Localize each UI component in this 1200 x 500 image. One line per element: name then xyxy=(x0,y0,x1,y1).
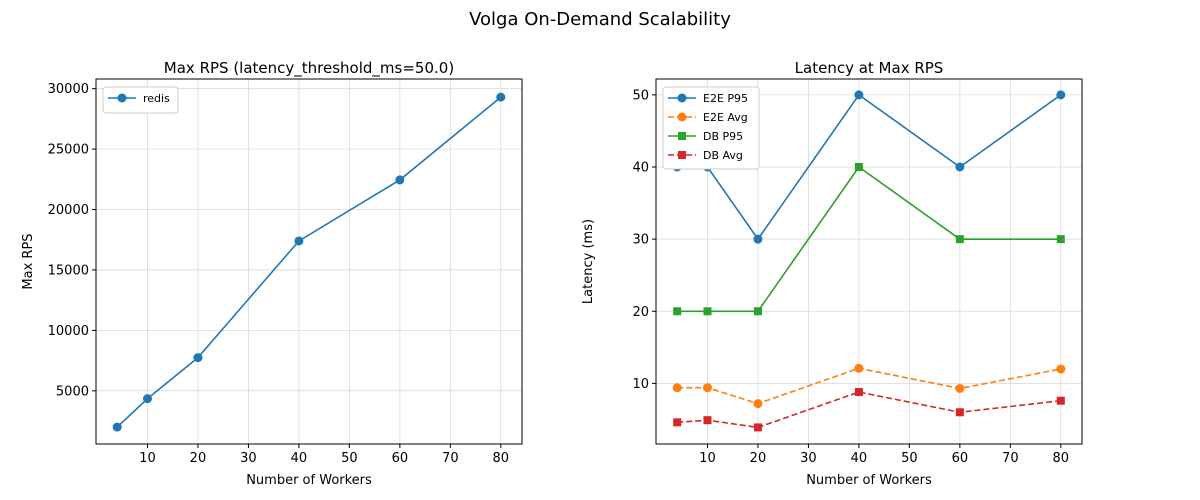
y-axis-title: Latency (ms) xyxy=(581,219,596,304)
legend-marker xyxy=(678,151,686,159)
legend-box xyxy=(102,86,179,114)
x-tick-label: 50 xyxy=(341,451,358,466)
x-tick-label: 20 xyxy=(750,451,767,466)
series-db-avg xyxy=(673,388,1065,432)
data-point xyxy=(193,353,203,363)
x-tick-label: 30 xyxy=(800,451,817,466)
y-tick-label: 10 xyxy=(632,377,649,392)
chart-latency: 10 20 30 40 50 60 70 80 10 20 30 40 50 Latency at Max… xyxy=(581,59,1083,488)
data-point xyxy=(854,388,863,397)
data-point xyxy=(496,92,506,102)
data-point xyxy=(294,236,304,246)
data-point xyxy=(753,234,763,244)
y-tick-label: 15000 xyxy=(48,263,89,278)
x-tick-label: 10 xyxy=(139,451,156,466)
plot-area-frame xyxy=(655,78,1083,445)
x-tick-label: 70 xyxy=(442,451,459,466)
legend-marker xyxy=(677,112,687,122)
x-tick-label: 10 xyxy=(699,451,716,466)
y-tick-label: 10000 xyxy=(48,324,89,339)
legend-label: E2E Avg xyxy=(703,111,748,124)
legend-label: DB P95 xyxy=(703,130,743,143)
data-point xyxy=(753,423,762,432)
y-tick-label: 40 xyxy=(632,161,649,176)
legend-label: DB Avg xyxy=(703,149,743,162)
data-point xyxy=(1056,90,1066,100)
y-axis-title: Max RPS xyxy=(21,233,36,289)
data-point xyxy=(702,383,712,393)
series-line xyxy=(677,367,1061,405)
x-axis-ticks: 10 20 30 40 50 60 70 80 xyxy=(699,444,1069,466)
legend-marker xyxy=(677,93,687,103)
data-point xyxy=(854,163,863,172)
data-point xyxy=(955,408,964,417)
legend: E2E P95 E2E Avg DB P95 DB Avg xyxy=(662,86,760,170)
x-tick-label: 60 xyxy=(952,451,969,466)
data-point xyxy=(955,383,965,393)
data-point xyxy=(753,399,763,409)
series-db-p95 xyxy=(673,163,1065,316)
data-point xyxy=(1056,235,1065,244)
data-point xyxy=(753,307,762,316)
data-point xyxy=(854,363,864,373)
x-tick-label: 20 xyxy=(190,451,207,466)
chart-title: Latency at Max RPS xyxy=(795,59,944,77)
data-point xyxy=(672,383,682,393)
legend-box xyxy=(662,86,760,170)
series-e2e-avg xyxy=(672,363,1066,409)
data-point xyxy=(955,162,965,172)
x-tick-label: 60 xyxy=(392,451,409,466)
x-tick-label: 70 xyxy=(1002,451,1019,466)
y-tick-label: 25000 xyxy=(48,143,89,158)
data-point xyxy=(395,175,405,185)
y-tick-label: 30000 xyxy=(48,82,89,97)
chart-title: Max RPS (latency_threshold_ms=50.0) xyxy=(164,59,454,78)
x-tick-label: 80 xyxy=(493,451,510,466)
y-axis-ticks: 5000 10000 15000 20000 25000 30000 xyxy=(48,82,96,399)
data-point xyxy=(142,394,152,404)
series-line xyxy=(677,391,1061,429)
x-axis-title: Number of Workers xyxy=(806,473,932,488)
data-point xyxy=(854,90,864,100)
data-point xyxy=(673,418,682,427)
data-point xyxy=(955,235,964,244)
data-point xyxy=(673,307,682,316)
legend-marker xyxy=(678,132,686,140)
x-tick-label: 50 xyxy=(901,451,918,466)
y-tick-label: 5000 xyxy=(56,384,89,399)
plot-area-frame xyxy=(95,78,523,445)
y-tick-label: 20000 xyxy=(48,203,89,218)
grid-lines xyxy=(96,79,522,444)
x-tick-label: 40 xyxy=(851,451,868,466)
x-tick-label: 80 xyxy=(1053,451,1070,466)
data-point xyxy=(1056,364,1066,374)
chart-max-rps: 10 20 30 40 50 60 70 80 5000 10000 15000 20000 25000… xyxy=(21,59,523,488)
y-tick-label: 30 xyxy=(632,233,649,248)
y-axis-ticks: 10 20 30 40 50 xyxy=(632,88,656,392)
figure-title: Volga On-Demand Scalability xyxy=(469,9,731,30)
series-line xyxy=(116,96,502,428)
data-point xyxy=(1056,396,1065,405)
x-tick-label: 40 xyxy=(291,451,308,466)
y-tick-label: 20 xyxy=(632,305,649,320)
data-point xyxy=(703,416,712,425)
series-redis xyxy=(112,92,506,432)
y-tick-label: 50 xyxy=(632,88,649,103)
legend-label: E2E P95 xyxy=(703,92,748,105)
legend: redis xyxy=(102,86,179,114)
series-line xyxy=(677,165,1061,313)
x-axis-ticks: 10 20 30 40 50 60 70 80 xyxy=(139,444,509,466)
x-axis-title: Number of Workers xyxy=(246,473,372,488)
legend-marker xyxy=(117,93,127,103)
data-point xyxy=(703,307,712,316)
x-tick-label: 30 xyxy=(240,451,257,466)
data-point xyxy=(112,422,122,432)
legend-label: redis xyxy=(143,92,170,105)
